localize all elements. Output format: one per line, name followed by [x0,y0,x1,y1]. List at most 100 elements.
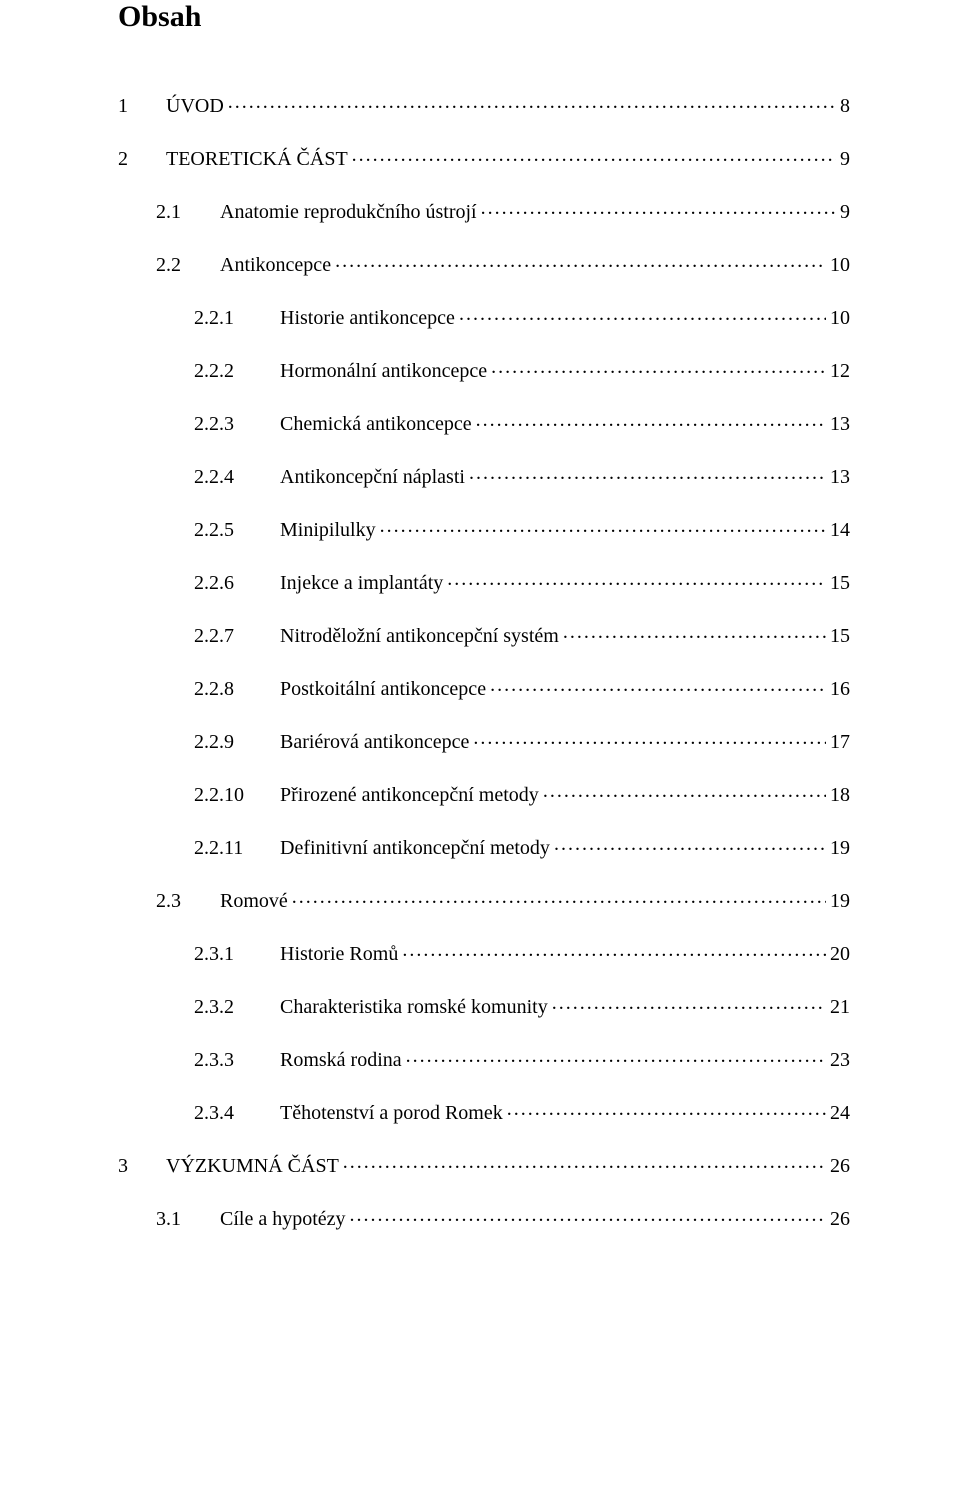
toc-entry-label: Minipilulky [280,520,380,540]
toc-entry-page: 8 [836,96,850,116]
toc-row: 2.2.11Definitivní antikoncepční metody19 [118,834,850,858]
toc-row: 1ÚVOD 8 [118,92,850,116]
toc-entry-page: 26 [826,1156,850,1176]
toc-entry-number: 2.2.10 [194,785,280,805]
toc-dot-leader [563,622,826,642]
toc-row: 2.3Romové 19 [118,887,850,911]
toc-entry-page: 13 [826,467,850,487]
toc-dot-leader [350,1205,826,1225]
toc-row: 2.3.3Romská rodina 23 [118,1046,850,1070]
toc-entry-label: Hormonální antikoncepce [280,361,491,381]
toc-entry-page: 14 [826,520,850,540]
toc-dot-leader [402,940,826,960]
table-of-contents: 1ÚVOD82TEORETICKÁ ČÁST92.1Anatomie repro… [118,92,850,1229]
toc-entry-page: 15 [826,626,850,646]
toc-row: 2.2.8Postkoitální antikoncepce16 [118,675,850,699]
toc-dot-leader [543,781,826,801]
toc-entry-number: 1 [118,96,166,116]
toc-entry-number: 2.2.2 [194,361,280,381]
toc-entry-number: 2.3.2 [194,997,280,1017]
toc-row: 2.2.9Bariérová antikoncepce 17 [118,728,850,752]
toc-row: 2.2.1Historie antikoncepce10 [118,304,850,328]
toc-entry-label: Antikoncepce [220,255,335,275]
toc-row: 2.2Antikoncepce10 [118,251,850,275]
toc-row: 2.2.6Injekce a implantáty 15 [118,569,850,593]
toc-entry-page: 9 [836,149,850,169]
toc-dot-leader [335,251,826,271]
toc-row: 2.3.1Historie Romů20 [118,940,850,964]
toc-entry-label: Historie Romů [280,944,402,964]
toc-entry-page: 19 [826,838,850,858]
toc-dot-leader [228,92,836,112]
toc-entry-number: 2.3 [156,891,220,911]
toc-entry-label: Charakteristika romské komunity [280,997,552,1017]
toc-entry-page: 16 [826,679,850,699]
toc-dot-leader [507,1099,826,1119]
toc-dot-leader [352,145,836,165]
toc-entry-label: Historie antikoncepce [280,308,459,328]
toc-entry-page: 21 [826,997,850,1017]
toc-entry-label: TEORETICKÁ ČÁST [166,149,352,169]
toc-entry-number: 2.2.3 [194,414,280,434]
toc-entry-page: 17 [826,732,850,752]
toc-entry-page: 24 [826,1103,850,1123]
toc-entry-number: 2 [118,149,166,169]
toc-entry-label: Postkoitální antikoncepce [280,679,490,699]
toc-entry-page: 23 [826,1050,850,1070]
toc-row: 2.2.4Antikoncepční náplasti 13 [118,463,850,487]
toc-entry-page: 19 [826,891,850,911]
toc-dot-leader [447,569,826,589]
toc-row: 2.2.5Minipilulky14 [118,516,850,540]
toc-entry-label: Definitivní antikoncepční metody [280,838,554,858]
toc-entry-label: Anatomie reprodukčního ústrojí [220,202,481,222]
toc-entry-number: 2.3.3 [194,1050,280,1070]
toc-entry-page: 9 [836,202,850,222]
toc-row: 2TEORETICKÁ ČÁST 9 [118,145,850,169]
toc-entry-label: Bariérová antikoncepce [280,732,473,752]
toc-row: 2.2.3Chemická antikoncepce13 [118,410,850,434]
toc-row: 2.1Anatomie reprodukčního ústrojí 9 [118,198,850,222]
toc-dot-leader [343,1152,826,1172]
toc-dot-leader [380,516,826,536]
toc-entry-number: 2.2.6 [194,573,280,593]
toc-entry-number: 2.2.9 [194,732,280,752]
toc-dot-leader [459,304,826,324]
toc-entry-number: 3 [118,1156,166,1176]
toc-entry-number: 2.3.1 [194,944,280,964]
toc-entry-page: 26 [826,1209,850,1229]
toc-row: 2.3.2Charakteristika romské komunity 21 [118,993,850,1017]
toc-row: 3.1Cíle a hypotézy 26 [118,1205,850,1229]
toc-entry-number: 2.2.4 [194,467,280,487]
toc-dot-leader [469,463,826,483]
toc-entry-page: 18 [826,785,850,805]
toc-entry-number: 2.1 [156,202,220,222]
toc-dot-leader [292,887,826,907]
toc-entry-label: Přirozené antikoncepční metody [280,785,543,805]
toc-dot-leader [552,993,826,1013]
toc-row: 2.2.10Přirozené antikoncepční metody 18 [118,781,850,805]
toc-entry-label: Nitroděložní antikoncepční systém [280,626,563,646]
toc-entry-label: Antikoncepční náplasti [280,467,469,487]
toc-entry-number: 2.2 [156,255,220,275]
toc-entry-label: Romové [220,891,292,911]
toc-entry-label: Cíle a hypotézy [220,1209,350,1229]
toc-dot-leader [406,1046,826,1066]
toc-dot-leader [476,410,826,430]
toc-dot-leader [554,834,826,854]
toc-row: 2.2.2Hormonální antikoncepce12 [118,357,850,381]
toc-entry-number: 3.1 [156,1209,220,1229]
toc-entry-label: VÝZKUMNÁ ČÁST [166,1156,343,1176]
toc-entry-label: Těhotenství a porod Romek [280,1103,507,1123]
toc-entry-label: Injekce a implantáty [280,573,447,593]
toc-dot-leader [490,675,826,695]
toc-dot-leader [473,728,826,748]
toc-entry-number: 2.2.1 [194,308,280,328]
toc-entry-page: 15 [826,573,850,593]
toc-dot-leader [491,357,826,377]
toc-row: 2.3.4Těhotenství a porod Romek24 [118,1099,850,1123]
page: Obsah 1ÚVOD82TEORETICKÁ ČÁST92.1Anatomie… [0,0,960,1492]
toc-row: 2.2.7Nitroděložní antikoncepční systém 15 [118,622,850,646]
toc-entry-label: Romská rodina [280,1050,406,1070]
toc-entry-number: 2.2.7 [194,626,280,646]
toc-entry-label: ÚVOD [166,96,228,116]
